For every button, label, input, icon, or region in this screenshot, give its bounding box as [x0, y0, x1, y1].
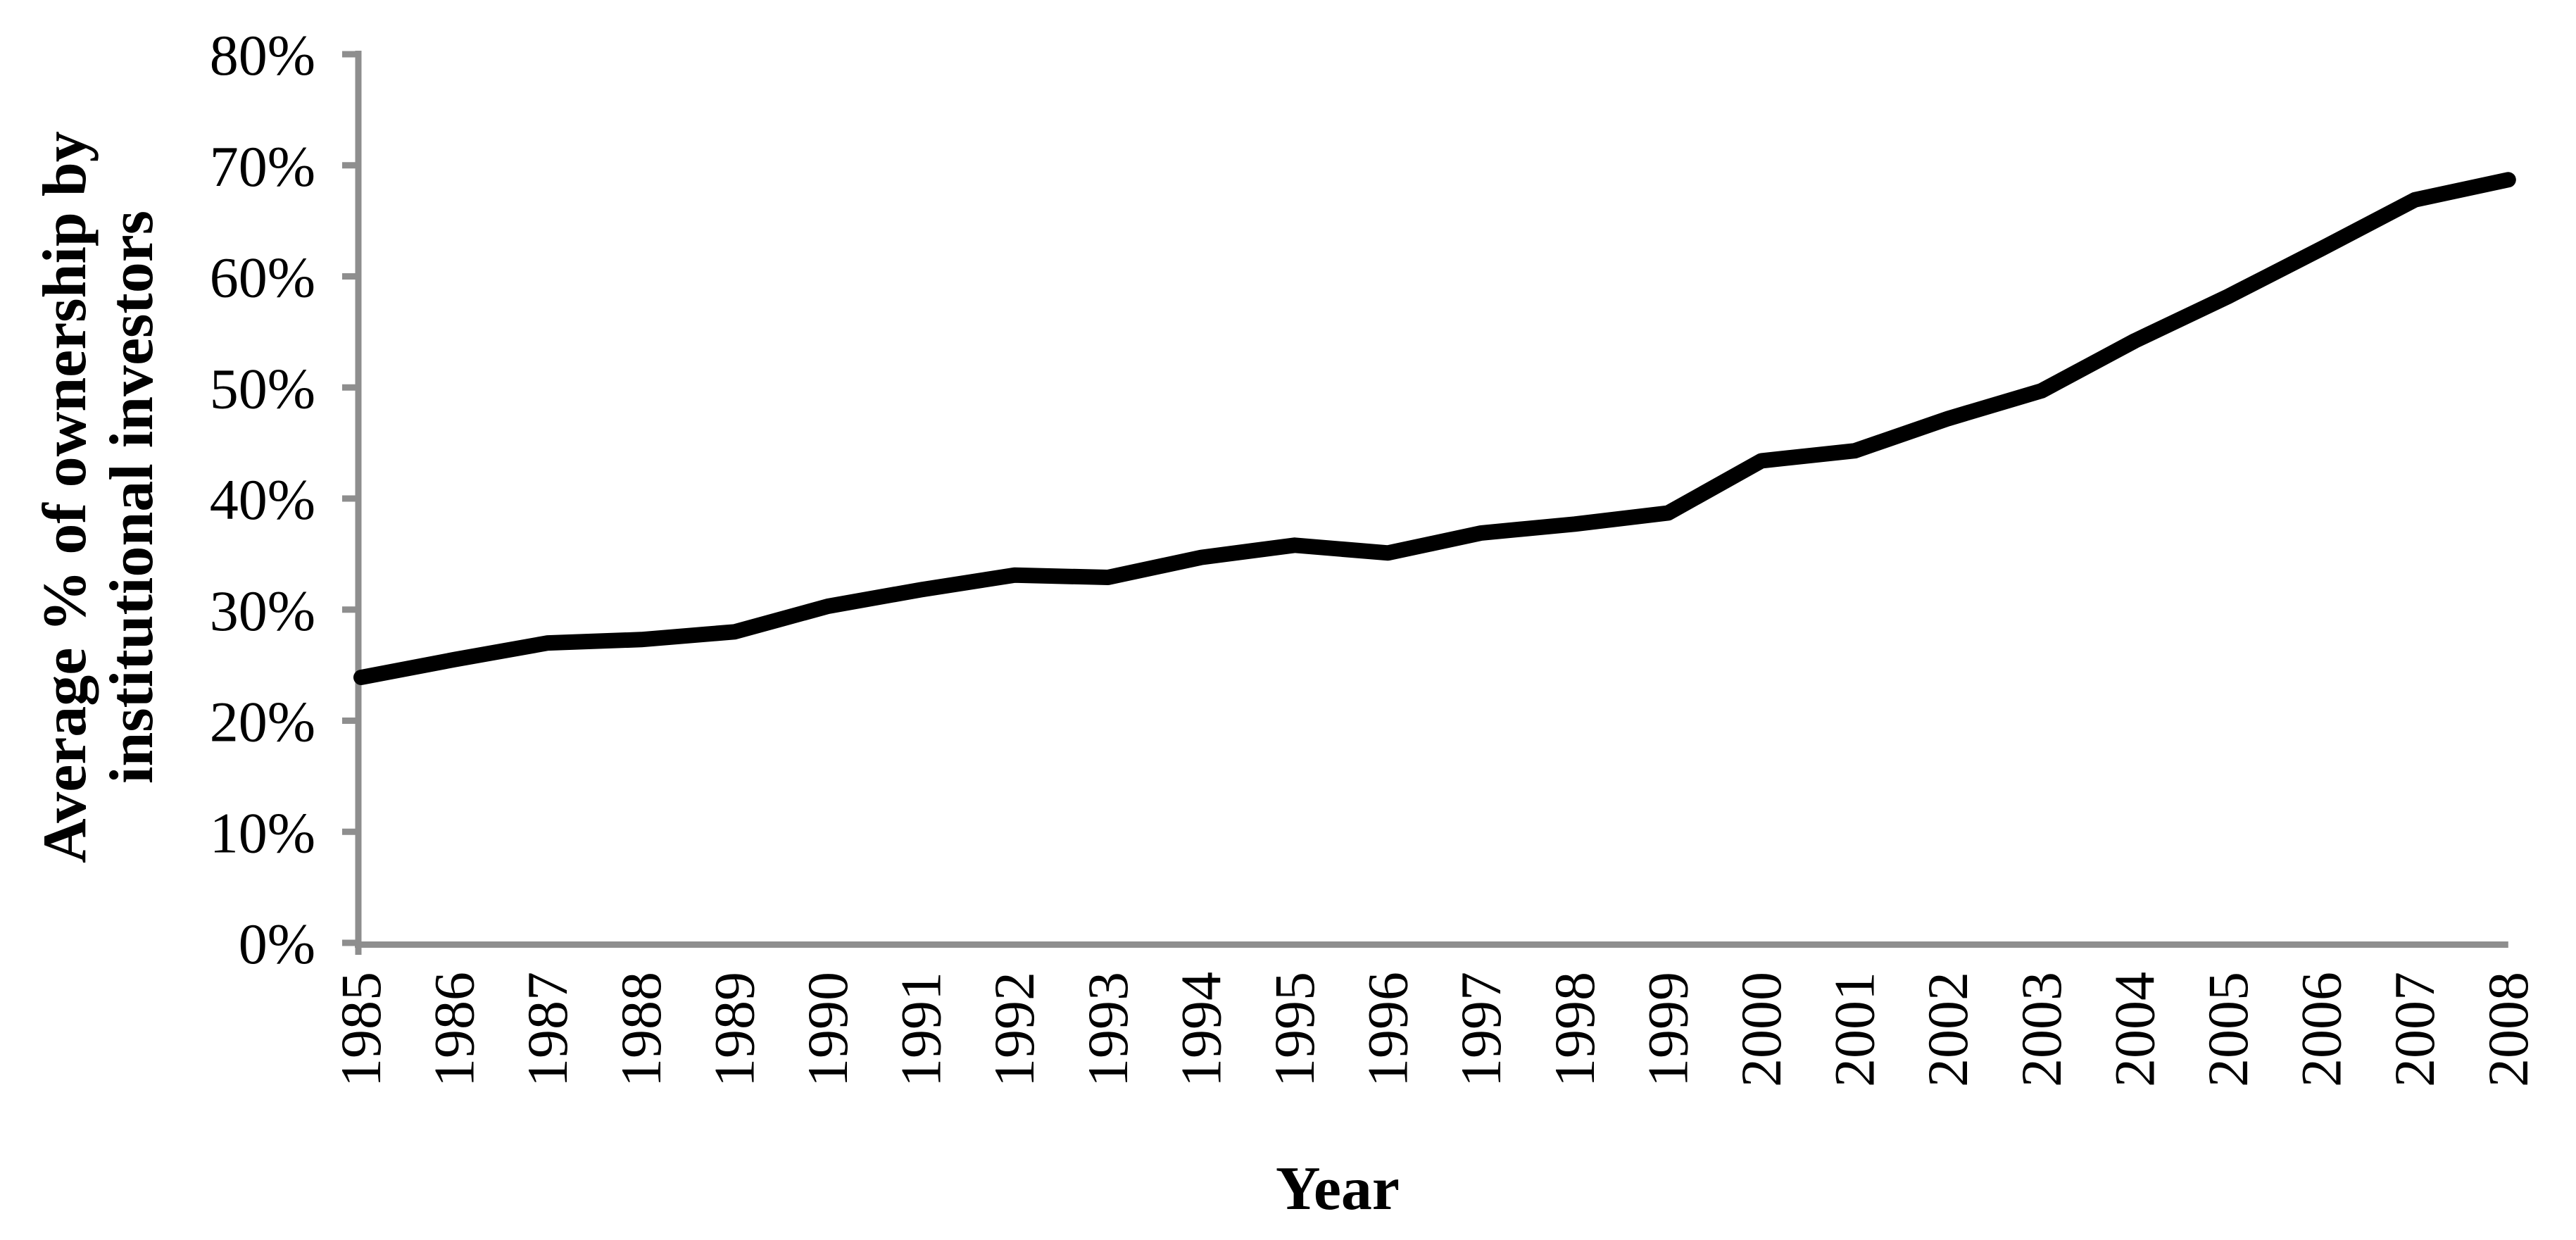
x-axis-title: Year: [1276, 1155, 1400, 1223]
x-tick-label: 1992: [982, 972, 1046, 1087]
y-tick-label: 40%: [210, 468, 315, 532]
x-tick-label: 1996: [1356, 972, 1420, 1087]
x-tick-label: 2008: [2476, 972, 2540, 1087]
x-tick-label: 2003: [2009, 972, 2073, 1087]
x-tick-label: 2005: [2196, 972, 2260, 1087]
x-tick-label: 1986: [422, 972, 486, 1087]
x-tick-label: 1994: [1169, 972, 1233, 1087]
x-tick-label: 2001: [1823, 972, 1887, 1087]
x-tick-label: 1993: [1076, 972, 1140, 1087]
x-tick-label: 2000: [1729, 972, 1793, 1087]
x-tick-label: 1990: [796, 972, 860, 1087]
x-tick-label: 1997: [1449, 972, 1513, 1087]
y-tick-label: 20%: [210, 690, 315, 754]
x-tick-label: 2004: [2102, 972, 2166, 1087]
y-tick-label: 70%: [210, 134, 315, 199]
x-tick-label: 1995: [1262, 972, 1326, 1087]
x-tick-label: 1988: [609, 972, 673, 1087]
x-tick-label: 2002: [1916, 972, 1980, 1087]
x-tick-label: 1999: [1635, 972, 1699, 1087]
x-tick-label: 1989: [702, 972, 766, 1087]
y-tick-label: 60%: [210, 246, 315, 310]
x-tick-label: 1991: [889, 972, 953, 1087]
x-tick-label: 2006: [2289, 972, 2354, 1087]
y-axis-title-line1: Average % of ownership by: [31, 131, 99, 863]
y-tick-label: 0%: [239, 912, 315, 976]
y-tick-label: 50%: [210, 356, 315, 420]
y-axis-title-line2: institutional investors: [98, 210, 166, 784]
x-tick-label: 1987: [515, 972, 579, 1087]
y-tick-label: 30%: [210, 579, 315, 643]
y-tick-label: 10%: [210, 801, 315, 865]
x-tick-label: 1998: [1543, 972, 1607, 1087]
x-tick-label: 2007: [2382, 972, 2446, 1087]
y-axis-title: Average % of ownership by institutional …: [31, 0, 166, 1025]
y-tick-label: 80%: [210, 23, 315, 87]
x-tick-label: 1985: [329, 972, 393, 1087]
data-series-line: [353, 172, 2516, 685]
